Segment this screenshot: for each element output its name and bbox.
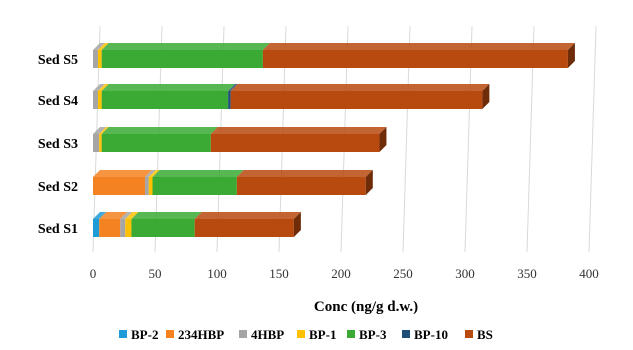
bar-end-face xyxy=(567,43,575,68)
bar-sed-s2 xyxy=(93,170,373,195)
legend-label: BP-10 xyxy=(414,327,448,342)
category-label-sed-s1: Sed S1 xyxy=(38,222,78,237)
legend-swatch xyxy=(297,330,305,338)
legend-label: BS xyxy=(477,327,493,342)
bar-sed-s4 xyxy=(93,84,490,109)
legend-item-bp-3: BP-3 xyxy=(347,327,387,342)
x-tick-200: 200 xyxy=(331,266,351,281)
legend-swatch xyxy=(465,330,473,338)
x-tick-50: 50 xyxy=(149,266,162,281)
x-axis-title: Conc (ng/g d.w.) xyxy=(314,299,418,315)
bar-segment-234hbp xyxy=(99,212,128,237)
bar-segment-bp-1 xyxy=(97,43,109,68)
legend-label: 4HBP xyxy=(251,327,284,342)
bar-segment-234hbp xyxy=(93,170,153,195)
bar-end-face xyxy=(365,170,373,195)
category-label-sed-s4: Sed S4 xyxy=(38,94,78,109)
x-tick-0: 0 xyxy=(90,266,97,281)
legend-item-bp-10: BP-10 xyxy=(402,327,448,342)
x-tick-150: 150 xyxy=(269,266,289,281)
bar-segment-bp-2 xyxy=(93,212,107,237)
bar-segment-4hbp xyxy=(145,170,156,195)
legend-label: BP-1 xyxy=(309,327,336,342)
bar-segment-bp-3 xyxy=(131,212,202,237)
category-label-sed-s2: Sed S2 xyxy=(38,180,78,195)
x-tick-300: 300 xyxy=(455,266,475,281)
bar-segment-4hbp xyxy=(93,127,107,152)
bar-segment-bp-1 xyxy=(99,127,109,152)
x-tick-350: 350 xyxy=(517,266,537,281)
x-tick-100: 100 xyxy=(207,266,227,281)
bar-segment-bp-1 xyxy=(148,170,160,195)
bar-end-face xyxy=(293,212,301,237)
legend-label: BP-3 xyxy=(359,327,387,342)
bar-segment-bs xyxy=(210,127,387,152)
legend-label: 234HBP xyxy=(178,327,224,342)
bar-segment-4hbp xyxy=(93,84,105,109)
legend-item-234hbp: 234HBP xyxy=(166,327,224,342)
bar-segment-bs xyxy=(194,212,301,237)
legend-swatch xyxy=(119,330,127,338)
bar-segment-bp-3 xyxy=(152,170,244,195)
bar-sed-s1 xyxy=(93,212,301,237)
legend-item-4hbp: 4HBP xyxy=(239,327,284,342)
bar-segment-bp-3 xyxy=(101,43,270,68)
bar-sed-s3 xyxy=(93,127,387,152)
legend-swatch xyxy=(347,330,355,338)
bar-segment-bp-3 xyxy=(101,127,218,152)
legend-swatch xyxy=(166,330,174,338)
bar-sed-s5 xyxy=(93,43,575,68)
legend-item-bp-2: BP-2 xyxy=(119,327,158,342)
legend-label: BP-2 xyxy=(131,327,158,342)
category-label-sed-s3: Sed S3 xyxy=(38,137,78,152)
x-tick-labels: 0 50 100 150 200 250 300 350 400 xyxy=(90,266,599,281)
x-tick-400: 400 xyxy=(579,266,599,281)
bar-end-face xyxy=(482,84,490,109)
bar-segment-bs xyxy=(262,43,575,68)
bar-segment-bp-10 xyxy=(228,84,238,109)
legend-item-bp-1: BP-1 xyxy=(297,327,336,342)
category-labels: Sed S1 Sed S2 Sed S3 Sed S4 Sed S5 xyxy=(38,53,78,237)
bar-segment-bp-1 xyxy=(97,84,109,109)
bar-segment-bs xyxy=(230,84,490,109)
bar-segment-bp-3 xyxy=(101,84,236,109)
legend-swatch xyxy=(402,330,410,338)
gridline-400 xyxy=(588,25,597,253)
bar-segment-bp-1 xyxy=(125,212,139,237)
legend-swatch xyxy=(239,330,247,338)
legend: BP-2 234HBP 4HBP BP-1 BP-3 BP-10 BS xyxy=(119,327,493,342)
bars xyxy=(93,43,575,237)
category-label-sed-s5: Sed S5 xyxy=(38,53,78,68)
bar-segment-4hbp xyxy=(93,43,105,68)
legend-item-bs: BS xyxy=(465,327,493,342)
bar-segment-4hbp xyxy=(120,212,133,237)
bar-end-face xyxy=(379,127,387,152)
x-tick-250: 250 xyxy=(393,266,413,281)
bar-segment-bs xyxy=(236,170,373,195)
